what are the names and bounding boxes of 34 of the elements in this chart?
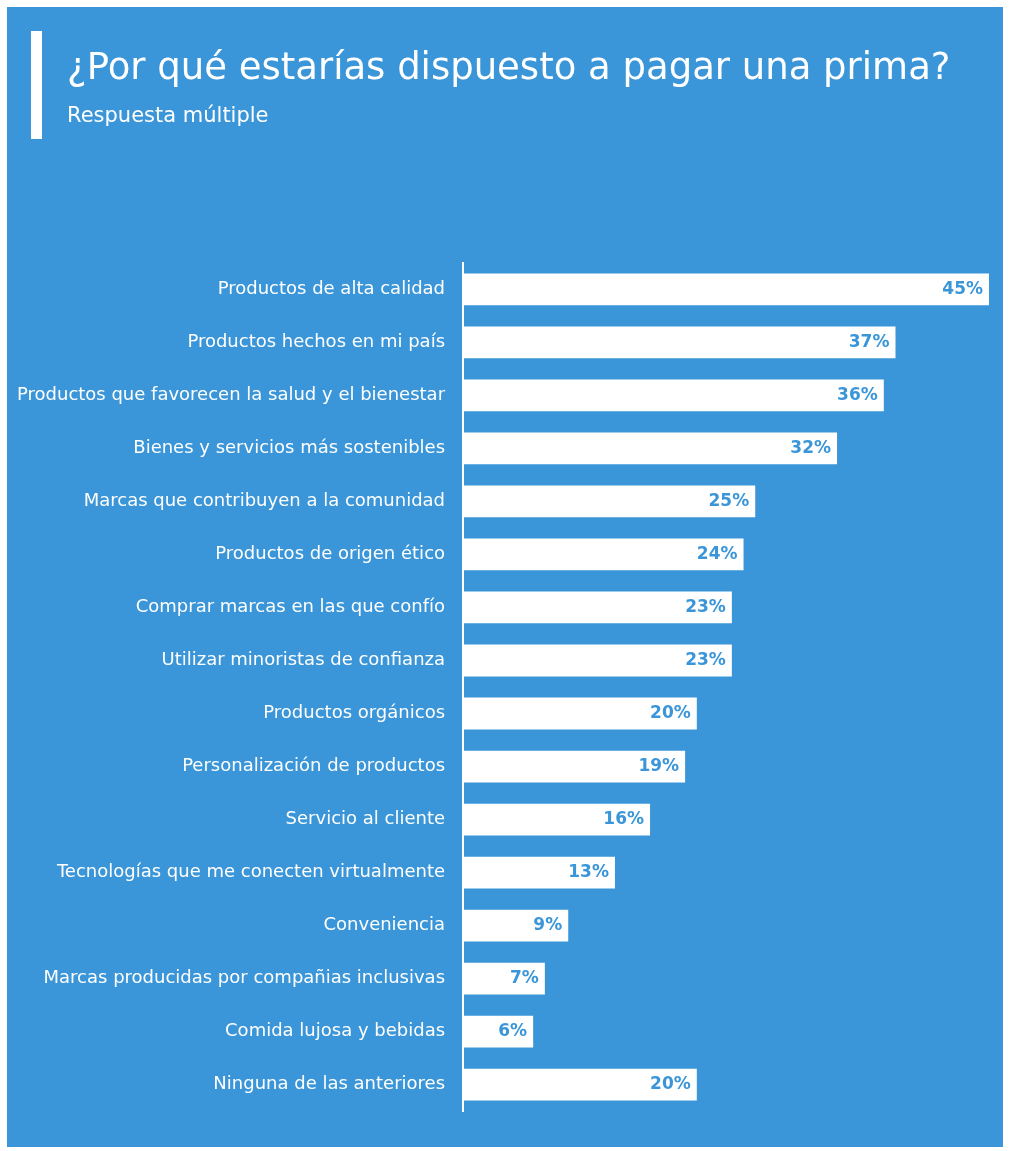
y-tick-label: Utilizar minoristas de confianza [161, 648, 446, 670]
data-label: 36% [837, 383, 878, 404]
y-tick-label: Comida lujosa y bebidas [225, 1019, 446, 1041]
y-tick-label: Comprar marcas en las que confío [135, 595, 446, 617]
y-tick-label: Productos de origen ético [215, 542, 446, 564]
data-label: 9% [533, 914, 563, 935]
data-label: 7% [509, 967, 539, 988]
data-label: 16% [603, 807, 645, 828]
data-label: 19% [638, 754, 680, 775]
data-label: 25% [708, 489, 750, 510]
y-tick-label: Productos orgánicos [263, 701, 446, 723]
data-label: 23% [685, 648, 726, 669]
text: Respuesta múltiple [67, 103, 269, 127]
y-tick-label: Productos hechos en mi país [187, 330, 446, 352]
y-tick-label: Conveniencia [323, 913, 446, 935]
y-tick-label: Personalización de productos [182, 754, 446, 776]
y-tick-label: Productos que favorecen la salud y el bienestar [16, 383, 446, 405]
y-tick-label: Productos de alta calidad [217, 276, 446, 298]
y-tick-label: Bienes y servicios más sostenibles [133, 436, 446, 458]
y-tick-label: Marcas que contribuyen a la comunidad [83, 489, 446, 511]
data-label: 37% [848, 330, 890, 351]
data-label: 24% [696, 542, 738, 563]
data-label: 45% [942, 277, 983, 298]
data-label: 23% [685, 595, 726, 616]
data-label: 20% [650, 1073, 691, 1094]
chart-title: ¿Por qué estarías dispuesto a pagar una prima? [67, 45, 951, 88]
y-tick-label: Servicio al cliente [285, 807, 446, 829]
y-tick-label: Ninguna de las anteriores [213, 1072, 446, 1094]
data-label: 13% [568, 861, 609, 882]
data-label: 32% [790, 436, 832, 457]
data-label: 6% [498, 1020, 528, 1041]
y-tick-label: Tecnologías que me conecten virtualmente [55, 860, 446, 882]
data-label: 20% [650, 701, 691, 722]
y-tick-label: Marcas producidas por compañias inclusivas [43, 966, 446, 988]
